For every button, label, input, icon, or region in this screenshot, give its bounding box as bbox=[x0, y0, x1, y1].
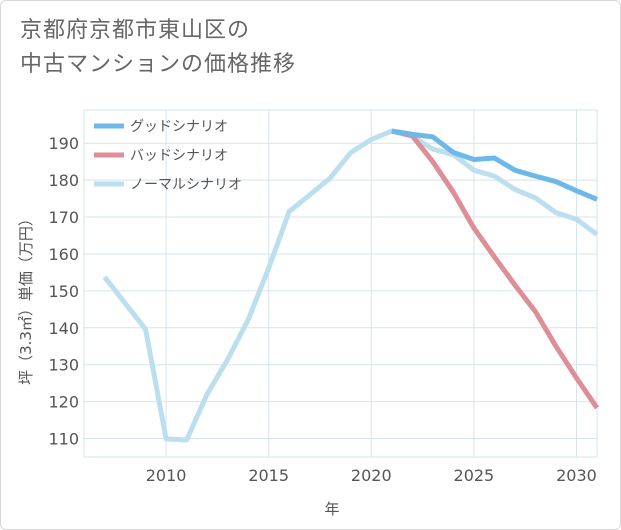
y-tick-label: 180 bbox=[48, 171, 79, 190]
y-tick-label: 190 bbox=[48, 134, 79, 153]
x-tick-label: 2025 bbox=[454, 466, 495, 485]
chart-title-line-1: 京都府京都市東山区の bbox=[20, 18, 251, 43]
y-axis-label: 坪（3.3㎡）単価（万円） bbox=[17, 211, 35, 385]
x-tick-label: 2015 bbox=[248, 466, 289, 485]
x-tick-label: 2030 bbox=[556, 466, 597, 485]
series-lines bbox=[102, 128, 600, 443]
x-axis-label: 年 bbox=[324, 500, 339, 518]
axis-tick-labels: 110 120 130 140 150 160 170 180 190 2010 2015 2020 2… bbox=[48, 134, 596, 485]
x-tick-label: 2020 bbox=[351, 466, 392, 485]
legend-label-0: グッドシナリオ bbox=[130, 119, 228, 135]
series-line-2 bbox=[102, 128, 599, 443]
chart-title: 京都府京都市東山区の 中古マンションの価格推移 bbox=[20, 14, 296, 82]
y-tick-label: 170 bbox=[48, 208, 79, 227]
legend-label-1: バッドシナリオ bbox=[130, 148, 228, 164]
series-line-1 bbox=[391, 128, 600, 410]
y-tick-label: 130 bbox=[48, 356, 79, 375]
legend-label-2: ノーマルシナリオ bbox=[130, 177, 242, 193]
x-tick-label: 2010 bbox=[146, 466, 187, 485]
y-tick-label: 140 bbox=[48, 319, 79, 338]
y-tick-label: 120 bbox=[48, 393, 79, 412]
y-tick-label: 150 bbox=[48, 282, 79, 301]
y-tick-label: 110 bbox=[48, 430, 79, 449]
series-line-0 bbox=[391, 128, 598, 202]
grid-lines bbox=[83, 109, 598, 458]
chart-title-line-2: 中古マンションの価格推移 bbox=[20, 52, 297, 77]
y-tick-label: 160 bbox=[48, 245, 79, 264]
plot-area-border bbox=[83, 109, 598, 458]
